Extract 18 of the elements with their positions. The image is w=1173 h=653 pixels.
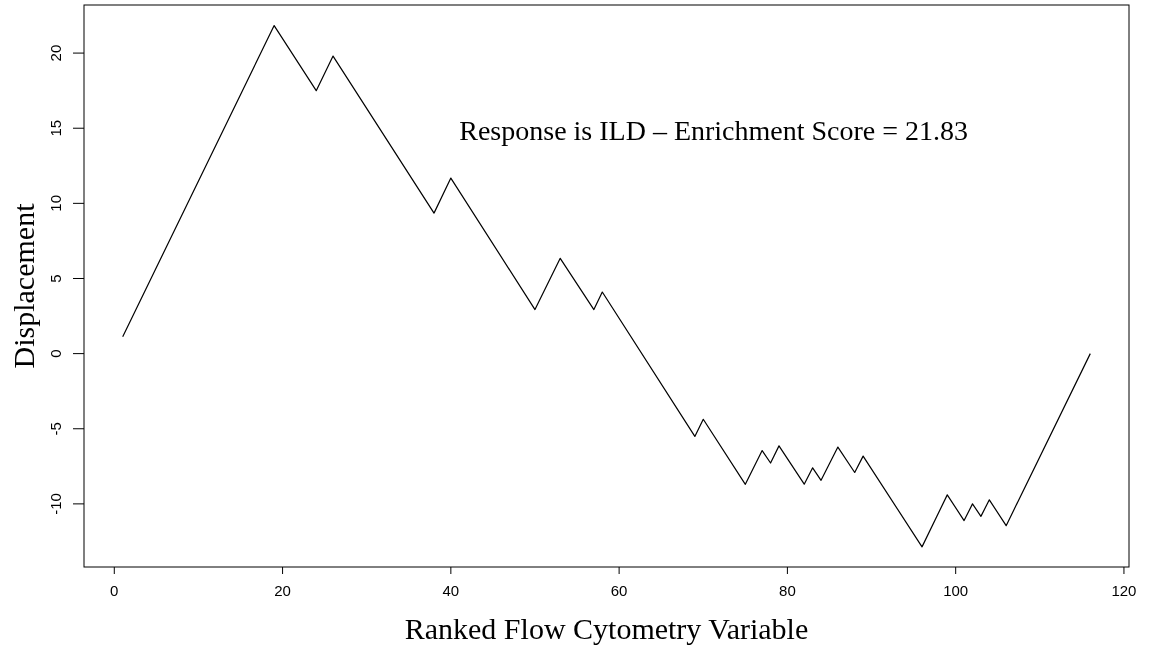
y-tick-label: 0	[47, 349, 64, 358]
y-tick-label: 15	[47, 119, 64, 137]
y-tick-label: -10	[47, 493, 64, 515]
y-tick-label: -5	[47, 422, 64, 436]
annotation: Response is ILD – Enrichment Score = 21.83	[459, 115, 969, 147]
y-tick-label: 20	[47, 44, 64, 62]
x-tick-label: 80	[779, 582, 796, 599]
y-axis-title: Displacement	[7, 202, 40, 369]
x-tick-label: 40	[442, 582, 460, 599]
y-tick-label: 10	[47, 195, 64, 212]
x-tick-label: 60	[610, 582, 628, 599]
line-series	[122, 24, 1091, 548]
x-axis-title: Ranked Flow Cytometry Variable	[404, 612, 809, 645]
y-tick-label: 5	[47, 274, 64, 283]
x-tick-label: 120	[1111, 582, 1137, 599]
x-tick-label: 20	[274, 582, 291, 599]
x-tick-label: 100	[943, 582, 969, 599]
x-tick-label: 0	[110, 582, 119, 599]
